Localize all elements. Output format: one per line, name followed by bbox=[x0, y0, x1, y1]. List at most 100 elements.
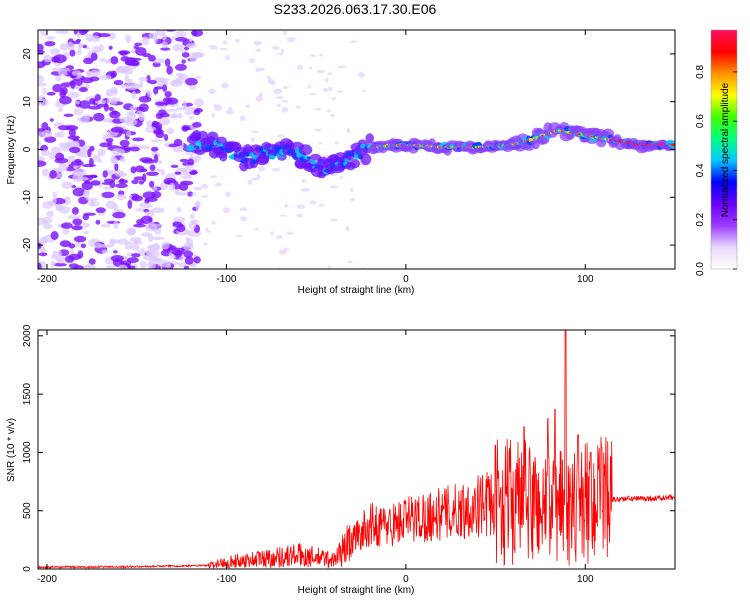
heatmap-cell bbox=[101, 181, 112, 185]
heatmap-cell bbox=[139, 202, 153, 209]
heatmap-cell bbox=[38, 252, 48, 257]
heatmap-cell bbox=[138, 145, 151, 150]
heatmap-cell bbox=[70, 80, 76, 89]
heatmap-cell bbox=[162, 97, 173, 105]
heatmap-cell bbox=[90, 180, 101, 186]
heatmap-cell bbox=[164, 90, 172, 98]
heatmap-cell bbox=[52, 67, 66, 72]
heatmap-cell bbox=[171, 112, 178, 118]
heatmap-cell bbox=[164, 58, 171, 67]
y-tick-label: 1000 bbox=[22, 441, 33, 464]
heatmap-cell bbox=[54, 132, 60, 138]
heatmap-cell bbox=[234, 38, 240, 43]
heatmap-cell bbox=[284, 203, 289, 208]
colorbar-tick-label: 0.4 bbox=[695, 163, 706, 177]
heatmap-cell bbox=[295, 105, 301, 109]
heatmap-cell bbox=[192, 121, 202, 128]
heatmap-cell bbox=[180, 49, 189, 53]
heatmap-cell bbox=[211, 220, 216, 225]
heatmap-cell bbox=[350, 158, 360, 169]
heatmap-cell bbox=[256, 173, 261, 180]
heatmap-cell bbox=[189, 53, 198, 63]
heatmap-cell bbox=[98, 244, 113, 248]
heatmap-cell bbox=[141, 158, 156, 164]
heatmap-cell bbox=[91, 35, 101, 43]
heatmap-cell bbox=[227, 106, 233, 111]
heatmap-cell bbox=[181, 126, 190, 131]
heatmap-cell bbox=[111, 148, 126, 156]
heatmap-cell bbox=[97, 159, 103, 163]
heatmap-cell bbox=[174, 31, 187, 38]
heatmap-cell bbox=[53, 262, 67, 267]
heatmap-cell bbox=[125, 82, 140, 91]
heatmap-cell bbox=[148, 80, 158, 85]
heatmap-cell bbox=[360, 153, 372, 166]
heatmap-cell bbox=[84, 83, 91, 89]
heatmap-cell bbox=[271, 167, 281, 172]
heatmap-cell bbox=[95, 207, 106, 214]
heatmap-cell bbox=[153, 129, 164, 135]
heatmap-cell bbox=[160, 78, 170, 83]
heatmap-cell bbox=[38, 74, 45, 84]
heatmap-cell bbox=[161, 41, 168, 49]
heatmap-cell bbox=[186, 191, 194, 197]
heatmap-cell bbox=[46, 36, 56, 40]
heatmap-cell bbox=[184, 256, 194, 265]
heatmap-cell bbox=[670, 143, 675, 147]
heatmap-cell bbox=[54, 157, 69, 164]
heatmap-cell bbox=[138, 180, 144, 185]
x-tick-label: -200 bbox=[37, 574, 57, 585]
heatmap-cell bbox=[309, 200, 317, 205]
heatmap-cell bbox=[95, 219, 101, 225]
heatmap-cell bbox=[275, 235, 283, 239]
heatmap-cell bbox=[61, 181, 74, 189]
heatmap-cell bbox=[200, 183, 208, 189]
heatmap-cell bbox=[94, 94, 101, 101]
heatmap-cell bbox=[109, 98, 118, 105]
spectrogram-y-ticks: -20 -10 0 10 20 bbox=[22, 48, 675, 252]
heatmap-cell bbox=[130, 60, 140, 67]
heatmap-cell bbox=[141, 36, 150, 46]
heatmap-cell bbox=[126, 257, 139, 264]
heatmap-cell bbox=[188, 116, 195, 120]
heatmap-cell bbox=[173, 216, 185, 223]
heatmap-cell bbox=[97, 148, 106, 157]
heatmap-cell bbox=[208, 88, 216, 95]
heatmap-cell bbox=[57, 108, 64, 113]
heatmap-cell bbox=[114, 163, 119, 172]
heatmap-cell bbox=[296, 213, 303, 218]
heatmap-cell bbox=[217, 143, 225, 147]
heatmap-cell bbox=[80, 30, 89, 34]
heatmap-cell bbox=[55, 30, 70, 35]
heatmap-cell bbox=[110, 254, 124, 262]
heatmap-cell bbox=[94, 99, 107, 105]
heatmap-cell bbox=[326, 109, 332, 113]
heatmap-cell bbox=[78, 100, 91, 109]
heatmap-cell bbox=[225, 110, 234, 115]
heatmap-cell bbox=[52, 250, 59, 257]
heatmap-cell bbox=[192, 30, 198, 37]
heatmap-cell bbox=[279, 214, 287, 217]
heatmap-cell bbox=[71, 70, 82, 76]
heatmap-cell bbox=[71, 225, 83, 231]
heatmap-cell bbox=[113, 220, 119, 229]
heatmap-cell bbox=[179, 158, 189, 163]
heatmap-cell bbox=[125, 34, 132, 44]
heatmap-cell bbox=[125, 66, 137, 70]
heatmap-cell bbox=[83, 190, 90, 199]
heatmap-cell bbox=[64, 67, 71, 72]
heatmap-cell bbox=[153, 86, 159, 95]
heatmap-cell bbox=[144, 198, 150, 205]
heatmap-cell bbox=[85, 70, 92, 77]
snr-x-label: Height of straight line (km) bbox=[298, 585, 415, 596]
heatmap-cell bbox=[138, 77, 148, 82]
heatmap-cell bbox=[296, 65, 303, 71]
heatmap-cell bbox=[49, 152, 56, 160]
y-tick-label: 500 bbox=[22, 502, 33, 519]
heatmap-cell bbox=[240, 216, 248, 222]
heatmap-cell bbox=[145, 222, 157, 232]
heatmap-cell bbox=[258, 67, 266, 72]
heatmap-cell bbox=[345, 225, 350, 232]
heatmap-cell bbox=[131, 195, 144, 202]
heatmap-cell bbox=[127, 199, 133, 209]
